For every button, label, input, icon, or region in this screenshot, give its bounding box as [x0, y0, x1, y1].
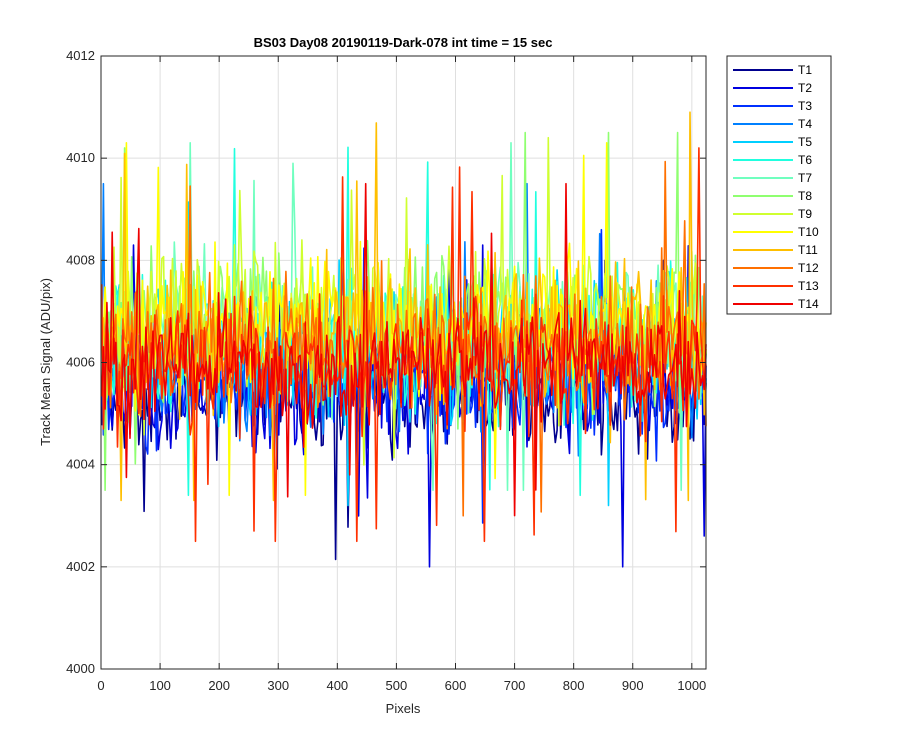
- x-tick-label: 300: [267, 678, 289, 693]
- legend-label-t6: T6: [798, 153, 812, 167]
- legend-label-t9: T9: [798, 207, 812, 221]
- series-line-t14: [100, 182, 707, 517]
- legend-label-t7: T7: [798, 171, 812, 185]
- x-tick-label: 0: [97, 678, 104, 693]
- y-tick-label: 4006: [66, 355, 95, 370]
- legend-label-t10: T10: [798, 225, 819, 239]
- x-tick-label: 200: [208, 678, 230, 693]
- x-tick-label: 900: [622, 678, 644, 693]
- x-tick-label: 500: [386, 678, 408, 693]
- legend-label-t1: T1: [798, 63, 812, 77]
- y-tick-label: 4002: [66, 559, 95, 574]
- y-tick-label: 4012: [66, 48, 95, 63]
- x-axis-ticks: 0 100 200 300 400 500 600 700 800 900 1000: [97, 56, 706, 693]
- legend-label-t14: T14: [798, 297, 819, 311]
- x-tick-label: 100: [149, 678, 171, 693]
- x-tick-label: 600: [445, 678, 467, 693]
- x-tick-label: 400: [326, 678, 348, 693]
- legend-label-t13: T13: [798, 279, 819, 293]
- legend-label-t8: T8: [798, 189, 812, 203]
- y-tick-label: 4004: [66, 457, 95, 472]
- y-tick-label: 4008: [66, 252, 95, 267]
- legend-label-t11: T11: [798, 243, 818, 257]
- x-tick-label: 800: [563, 678, 585, 693]
- x-tick-label: 700: [504, 678, 526, 693]
- series-layer: [100, 111, 707, 568]
- legend-box: [726, 55, 832, 315]
- x-axis-label: Pixels: [386, 701, 421, 716]
- chart-title: BS03 Day08 20190119-Dark-078 int time = …: [254, 35, 553, 50]
- legend-label-t3: T3: [798, 99, 812, 113]
- y-axis-ticks: 4000 4002 4004 4006 4008 4010 4012: [66, 48, 706, 676]
- legend-label-t5: T5: [798, 135, 812, 149]
- y-axis-label: Track Mean Signal (ADU/pix): [38, 278, 53, 446]
- legend-label-t12: T12: [798, 261, 819, 275]
- y-tick-label: 4000: [66, 661, 95, 676]
- x-tick-label: 1000: [677, 678, 706, 693]
- y-tick-label: 4010: [66, 150, 95, 165]
- legend: T1 T2 T3 T4 T5 T6 T7 T8 T9 T10 T11 T12 T13 T14: [726, 55, 832, 315]
- legend-label-t4: T4: [798, 117, 812, 131]
- legend-label-t2: T2: [798, 81, 812, 95]
